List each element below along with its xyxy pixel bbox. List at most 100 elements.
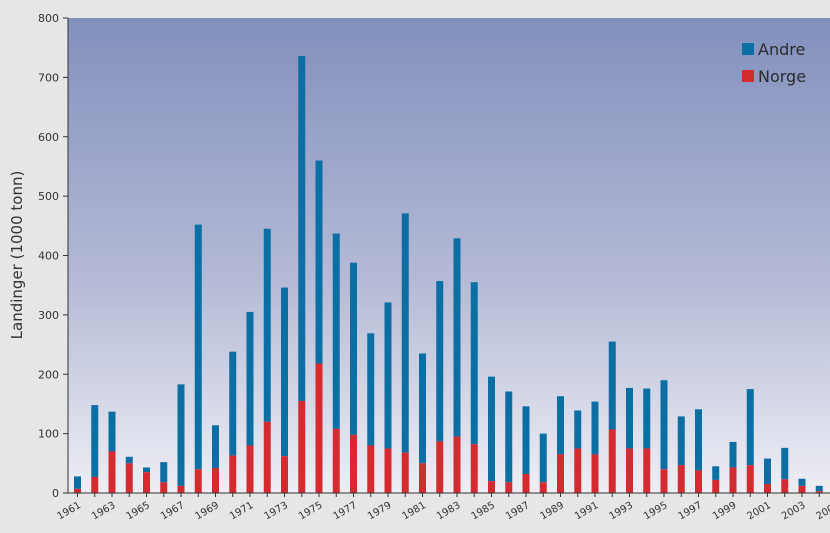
bar-andre-1998 xyxy=(712,466,720,480)
x-tick-label: 1977 xyxy=(331,500,359,522)
bar-andre-1963 xyxy=(108,411,116,452)
x-tick-label: 1973 xyxy=(262,500,290,522)
y-tick-label: 100 xyxy=(38,428,59,441)
bar-norge-1975 xyxy=(315,363,323,493)
bar-norge-1969 xyxy=(212,468,219,493)
y-tick-label: 700 xyxy=(38,71,59,84)
bar-andre-2003 xyxy=(798,478,806,486)
bar-norge-1989 xyxy=(557,454,564,493)
y-tick-label: 600 xyxy=(38,131,59,144)
bar-andre-1995 xyxy=(660,380,668,470)
bar-andre-1972 xyxy=(263,228,271,422)
bar-norge-1983 xyxy=(453,436,461,493)
legend-swatch-norge xyxy=(742,70,754,82)
x-tick-label: 2005 xyxy=(814,500,830,522)
bar-norge-1992 xyxy=(608,429,616,493)
bar-norge-1980 xyxy=(401,452,409,493)
x-tick-label: 1983 xyxy=(435,500,463,522)
bar-andre-1981 xyxy=(419,353,426,464)
bar-norge-1973 xyxy=(281,456,288,493)
x-tick-label: 1989 xyxy=(538,500,566,522)
bar-andre-1968 xyxy=(194,224,202,470)
bar-andre-1989 xyxy=(557,396,564,455)
bar-andre-1986 xyxy=(505,391,513,483)
x-tick-label: 1965 xyxy=(124,500,152,522)
bar-andre-1978 xyxy=(367,333,375,446)
x-tick-label: 1963 xyxy=(90,500,118,522)
bar-norge-1998 xyxy=(712,479,720,493)
x-tick-label: 2003 xyxy=(780,500,808,522)
bar-andre-2002 xyxy=(781,447,789,480)
bar-norge-1990 xyxy=(574,448,582,493)
bar-andre-1982 xyxy=(436,281,444,442)
x-tick-label: 1999 xyxy=(711,500,739,522)
y-tick-label: 300 xyxy=(38,309,59,322)
bar-norge-1974 xyxy=(298,400,306,493)
legend-label-andre: Andre xyxy=(758,40,805,59)
bar-norge-1996 xyxy=(677,465,685,493)
bar-andre-1984 xyxy=(470,282,478,445)
bar-norge-1963 xyxy=(108,451,116,493)
bar-andre-1991 xyxy=(591,401,599,455)
bar-norge-1977 xyxy=(350,434,357,493)
bar-andre-1966 xyxy=(160,462,168,483)
bar-norge-1966 xyxy=(160,482,168,493)
bar-andre-1970 xyxy=(229,351,237,456)
bar-norge-1979 xyxy=(384,448,392,493)
bar-andre-1971 xyxy=(246,311,254,446)
bar-norge-1993 xyxy=(626,448,633,493)
bar-andre-1979 xyxy=(384,302,392,449)
y-tick-label: 400 xyxy=(38,250,59,263)
legend-label-norge: Norge xyxy=(758,67,806,86)
x-tick-label: 1979 xyxy=(366,500,394,522)
bar-norge-1976 xyxy=(332,428,340,493)
bar-norge-1967 xyxy=(177,485,185,493)
x-axis-ticks: 1961 1963 1965 1967 1969 1971 1973 1975 1977 1979… xyxy=(55,493,830,522)
x-tick-label: 1987 xyxy=(504,500,532,522)
bar-andre-1994 xyxy=(643,388,651,449)
bar-andre-1990 xyxy=(574,410,582,449)
bar-andre-2000 xyxy=(746,389,754,466)
x-tick-label: 1981 xyxy=(400,500,428,522)
bar-andre-1975 xyxy=(315,160,323,364)
bar-andre-1969 xyxy=(212,425,219,469)
bar-norge-1971 xyxy=(246,445,254,493)
bar-andre-1976 xyxy=(332,233,340,429)
bar-andre-1992 xyxy=(608,341,616,430)
x-tick-label: 1969 xyxy=(193,500,221,522)
y-tick-label: 200 xyxy=(38,368,59,381)
x-tick-label: 1997 xyxy=(676,500,704,522)
bar-norge-1995 xyxy=(660,469,668,493)
legend: Andre Norge xyxy=(742,40,806,86)
bar-norge-1972 xyxy=(263,421,271,493)
x-tick-label: 1995 xyxy=(642,500,670,522)
bar-andre-1983 xyxy=(453,238,461,437)
bar-andre-1962 xyxy=(91,405,99,477)
bar-andre-1965 xyxy=(143,467,150,473)
bar-norge-1986 xyxy=(505,482,513,493)
bar-andre-1993 xyxy=(626,387,633,449)
bar-andre-1996 xyxy=(677,416,685,466)
bar-andre-1974 xyxy=(298,56,306,401)
y-tick-label: 800 xyxy=(38,12,59,25)
x-tick-label: 1993 xyxy=(607,500,635,522)
bar-norge-1961 xyxy=(74,488,81,493)
bar-andre-1973 xyxy=(281,287,288,457)
bar-norge-1964 xyxy=(125,463,133,493)
y-tick-label: 500 xyxy=(38,190,59,203)
bar-norge-1985 xyxy=(488,481,495,493)
bar-norge-1984 xyxy=(470,444,478,493)
bar-marks xyxy=(74,56,823,493)
bar-andre-2001 xyxy=(764,458,771,485)
bar-norge-1965 xyxy=(143,472,150,493)
bar-norge-1991 xyxy=(591,454,599,493)
bar-andre-1980 xyxy=(401,213,409,453)
legend-swatch-andre xyxy=(742,43,754,55)
bar-andre-1967 xyxy=(177,384,185,486)
bar-norge-1970 xyxy=(229,455,237,493)
bar-andre-1997 xyxy=(695,409,702,471)
bar-andre-1988 xyxy=(539,433,547,483)
bar-norge-1962 xyxy=(91,476,99,493)
bar-norge-1988 xyxy=(539,482,547,493)
